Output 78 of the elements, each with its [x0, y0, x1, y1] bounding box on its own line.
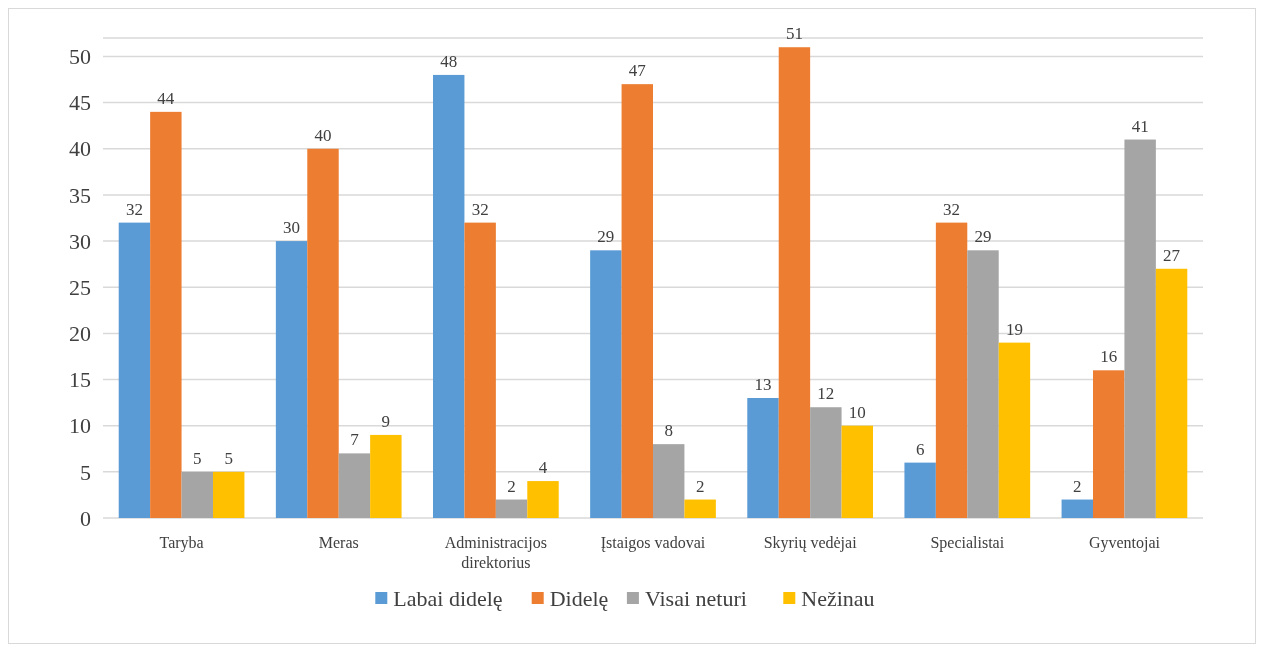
bar	[527, 481, 559, 518]
bar	[181, 471, 213, 518]
data-label: 29	[597, 227, 615, 247]
data-label: 7	[350, 430, 360, 450]
x-tick-label: Gyventojai	[1088, 534, 1161, 552]
data-label: 19	[1005, 319, 1023, 339]
x-tick-label: Įstaigos vadovai	[600, 534, 706, 552]
data-label: 32	[125, 199, 143, 219]
data-label: 51	[785, 24, 803, 44]
bar	[464, 222, 496, 518]
legend-label: Labai didelę	[393, 585, 503, 611]
y-tick-label: 45	[69, 90, 91, 116]
data-label: 29	[974, 227, 992, 247]
bar	[495, 499, 528, 518]
x-tick-label: Meras	[318, 534, 359, 551]
legend-label: Nežinau	[801, 585, 875, 611]
data-label: 2	[1073, 476, 1082, 496]
y-tick-label: 10	[69, 413, 91, 439]
data-label: 2	[695, 476, 705, 496]
bar	[747, 398, 779, 518]
bar	[213, 471, 245, 518]
data-label: 10	[848, 402, 866, 422]
bar	[118, 222, 151, 518]
bar	[935, 222, 968, 518]
bar	[275, 241, 308, 518]
data-label: 12	[817, 384, 835, 404]
data-label: 2	[507, 476, 516, 496]
bar	[150, 111, 182, 518]
x-tick-label: Specialistai	[930, 534, 1005, 552]
bar	[998, 342, 1031, 518]
data-label: 13	[754, 375, 772, 394]
y-tick-label: 30	[69, 228, 91, 254]
data-label: 40	[314, 125, 332, 145]
data-label: 16	[1100, 347, 1118, 367]
data-label: 8	[664, 421, 673, 441]
bar	[684, 499, 716, 518]
data-label: 32	[943, 199, 961, 219]
bar	[433, 74, 465, 518]
data-label: 48	[440, 51, 458, 71]
bar	[1061, 499, 1093, 518]
bar	[967, 250, 999, 518]
bar	[370, 434, 402, 518]
y-tick-label: 35	[69, 182, 91, 208]
x-tick-label: Skyrių vedėjai	[763, 534, 858, 552]
data-label: 6	[915, 439, 925, 459]
bar	[621, 84, 653, 518]
data-label: 32	[471, 199, 489, 219]
legend-label: Didelę	[549, 585, 609, 611]
bar	[841, 425, 873, 518]
y-tick-label: 40	[69, 136, 91, 162]
bar	[810, 407, 842, 518]
data-label: 44	[157, 88, 175, 108]
data-label: 9	[381, 411, 391, 431]
x-tick-label: Taryba	[159, 534, 204, 552]
data-label: 30	[283, 218, 301, 238]
data-label: 47	[628, 61, 647, 81]
data-label: 4	[538, 458, 548, 478]
bar	[307, 148, 339, 518]
y-tick-label: 25	[69, 274, 91, 300]
y-tick-label: 50	[69, 44, 91, 70]
data-label: 5	[193, 448, 202, 468]
bar	[1155, 268, 1188, 518]
data-label: 27	[1163, 245, 1181, 265]
y-tick-label: 5	[80, 459, 91, 485]
y-tick-label: 20	[69, 321, 91, 347]
data-label: 5	[224, 448, 233, 468]
x-tick-label: Administracijos direktorius	[444, 534, 547, 571]
y-tick-label: 15	[69, 367, 91, 393]
bar	[590, 250, 622, 518]
bar	[778, 47, 811, 518]
bar	[653, 444, 685, 518]
legend-label: Visai neturi	[644, 585, 747, 611]
bar	[1124, 139, 1156, 518]
data-label: 41	[1131, 116, 1149, 136]
bar	[904, 462, 936, 518]
y-tick-label: 0	[80, 505, 91, 531]
bar	[338, 453, 371, 518]
bar	[1093, 370, 1125, 518]
